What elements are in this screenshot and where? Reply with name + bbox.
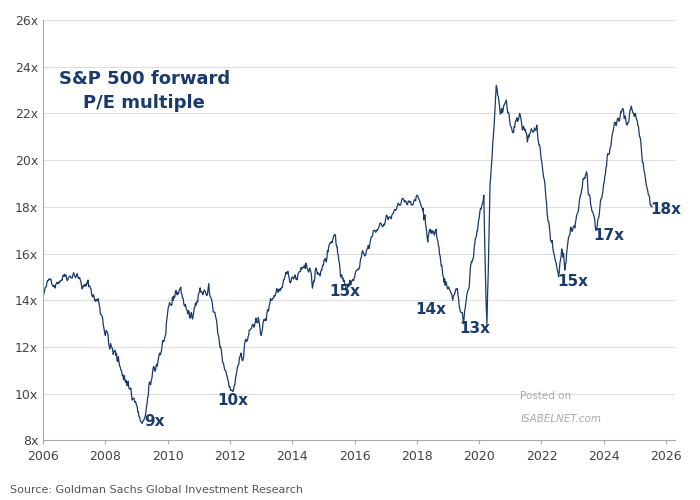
Text: Source: Goldman Sachs Global Investment Research: Source: Goldman Sachs Global Investment … <box>10 485 304 495</box>
Text: ISABELNET.com: ISABELNET.com <box>521 414 601 424</box>
Text: 14x: 14x <box>415 302 447 318</box>
Text: 10x: 10x <box>218 394 248 408</box>
Text: 15x: 15x <box>330 284 360 298</box>
Text: 15x: 15x <box>557 274 588 289</box>
Text: 17x: 17x <box>593 228 624 242</box>
Text: 18x: 18x <box>650 202 682 217</box>
Text: S&P 500 forward
P/E multiple: S&P 500 forward P/E multiple <box>59 70 230 112</box>
Text: 9x: 9x <box>144 414 164 430</box>
Text: Posted on: Posted on <box>521 390 572 400</box>
Text: 13x: 13x <box>459 321 490 336</box>
